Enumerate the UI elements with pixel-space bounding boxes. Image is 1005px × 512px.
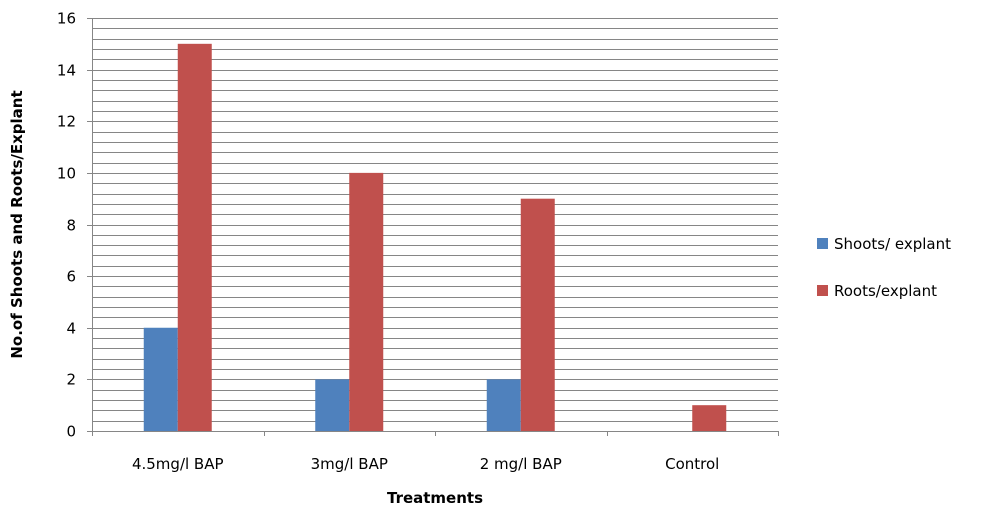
bar-roots — [349, 172, 384, 431]
y-tick-label: 0 — [66, 423, 76, 441]
y-axis-ticks: 0 2 4 6 8 10 12 14 16 — [57, 10, 92, 441]
y-tick-label: 14 — [57, 62, 76, 80]
y-tick-label: 8 — [66, 217, 76, 235]
legend-swatch-roots — [817, 285, 828, 296]
bar-shoots — [143, 327, 178, 431]
y-tick-label: 10 — [57, 165, 76, 183]
x-axis-title: Treatments — [387, 489, 483, 507]
bar-shoots — [486, 379, 521, 431]
bars — [143, 43, 727, 431]
x-tick-label: 4.5mg/l BAP — [132, 455, 224, 473]
bar-shoots — [315, 379, 350, 431]
y-tick-label: 12 — [57, 113, 76, 131]
y-tick-label: 16 — [57, 10, 76, 28]
y-tick-label: 4 — [66, 320, 76, 338]
bar-roots — [692, 405, 727, 431]
bar-roots — [177, 43, 212, 431]
legend-label-roots: Roots/explant — [834, 282, 937, 300]
x-tick-label: 2 mg/l BAP — [480, 455, 562, 473]
x-axis-ticks: 4.5mg/l BAP 3mg/l BAP 2 mg/l BAP Control — [92, 431, 779, 473]
bar-roots — [520, 198, 555, 431]
y-tick-label: 2 — [66, 371, 76, 389]
x-tick-label: 3mg/l BAP — [311, 455, 388, 473]
legend: Shoots/ explant Roots/explant — [817, 235, 951, 300]
y-tick-label: 6 — [66, 268, 76, 286]
legend-swatch-shoots — [817, 238, 828, 249]
x-tick-label: Control — [665, 455, 719, 473]
y-axis-title: No.of Shoots and Roots/Explant — [8, 90, 26, 358]
legend-label-shoots: Shoots/ explant — [834, 235, 951, 253]
